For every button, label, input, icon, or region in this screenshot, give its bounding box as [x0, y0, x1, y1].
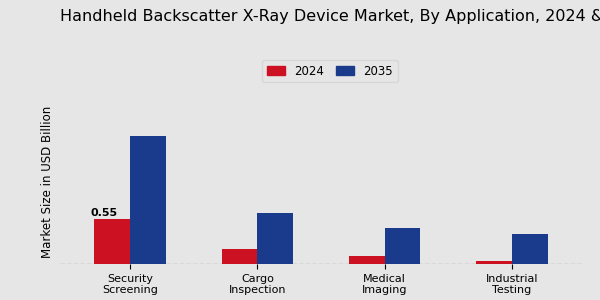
Y-axis label: Market Size in USD Billion: Market Size in USD Billion [41, 105, 55, 258]
Bar [385, 228, 421, 264]
Bar [94, 219, 130, 264]
Text: 0.55: 0.55 [91, 208, 118, 218]
Bar [512, 234, 548, 264]
Text: Handheld Backscatter X-Ray Device Market, By Application, 2024 & 2035: Handheld Backscatter X-Ray Device Market… [60, 9, 600, 24]
Bar [130, 136, 166, 264]
Legend: 2024, 2035: 2024, 2035 [262, 60, 398, 82]
Bar [476, 261, 512, 264]
Bar [349, 256, 385, 264]
Bar [257, 213, 293, 264]
Bar [221, 249, 257, 264]
